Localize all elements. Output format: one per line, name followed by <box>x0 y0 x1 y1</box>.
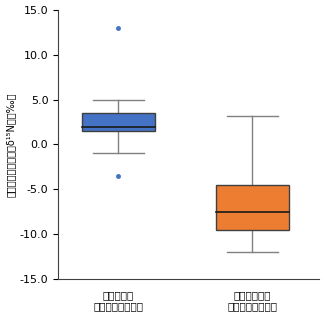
Bar <box>215 185 289 230</box>
Y-axis label: 窒素安定同位体比（δ¹⁵N値、‰）: 窒素安定同位体比（δ¹⁵N値、‰） <box>6 92 16 197</box>
Bar <box>82 113 155 131</box>
